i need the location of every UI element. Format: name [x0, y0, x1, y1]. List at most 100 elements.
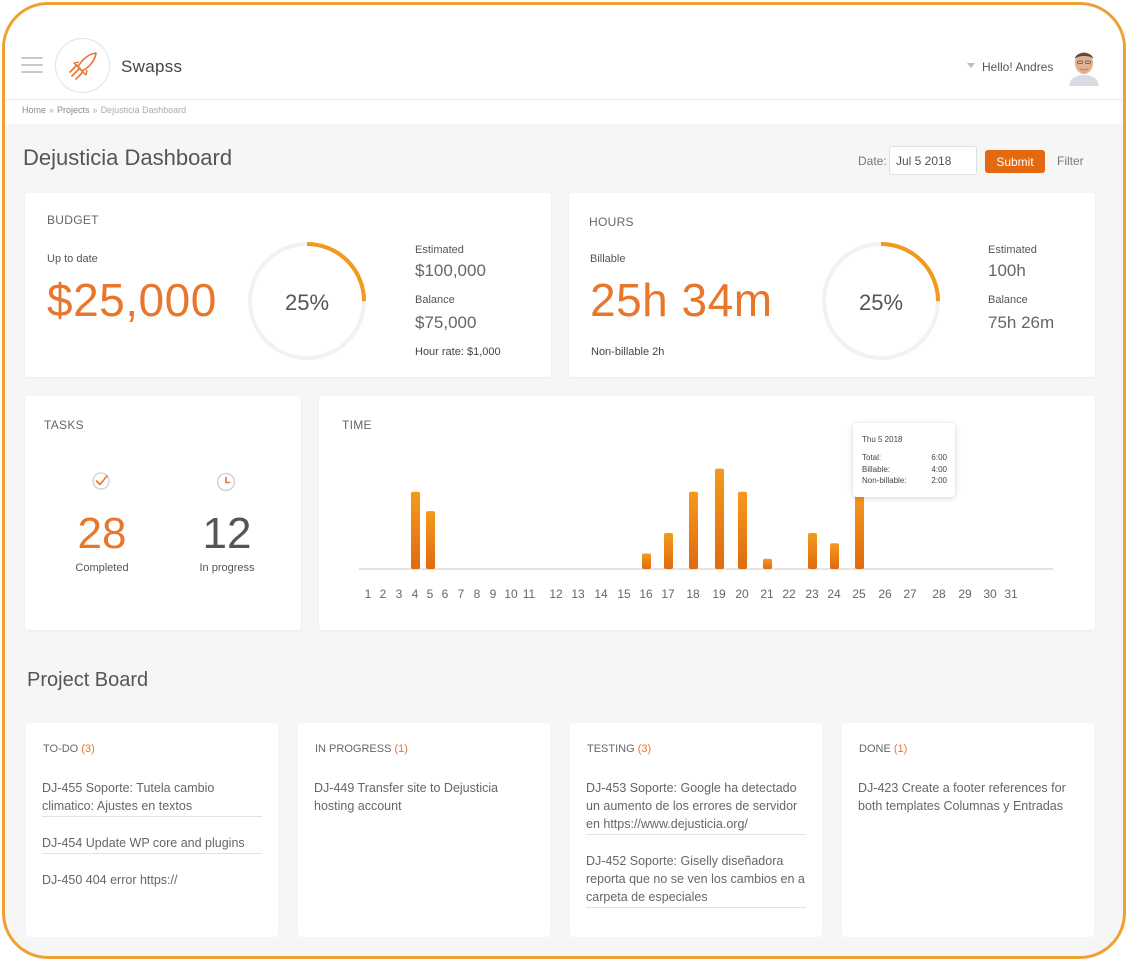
- submit-button[interactable]: Submit: [985, 150, 1045, 173]
- board-column-in-progress: IN PROGRESS (1) DJ-449 Transfer site to …: [298, 723, 550, 937]
- menu-icon[interactable]: [21, 57, 43, 73]
- chevron-down-icon[interactable]: [967, 63, 975, 68]
- filter-button[interactable]: Filter: [1057, 154, 1084, 168]
- chart-x-tick-14: 14: [594, 587, 608, 601]
- hours-card: [569, 193, 1095, 377]
- chart-bar-day-17[interactable]: [664, 532, 673, 569]
- chart-x-tick-12: 12: [549, 587, 563, 601]
- tooltip-row-billable: Billable: 4:00: [862, 465, 947, 474]
- chart-x-tick-25: 25: [852, 587, 866, 601]
- breadcrumb-bar: [5, 100, 1123, 124]
- hours-progress-text: 25%: [858, 290, 904, 315]
- task-card[interactable]: DJ-454 Update WP core and plugins: [42, 834, 262, 854]
- chart-bar-day-16[interactable]: [642, 553, 651, 569]
- tooltip-non-billable-label: Non-billable:: [862, 476, 907, 485]
- tooltip-billable-label: Billable:: [862, 465, 891, 474]
- chart-tooltip: Thu 5 2018 Total: 6:00 Billable: 4:00 Non-…: [853, 423, 955, 497]
- chart-x-tick-20: 20: [735, 587, 749, 601]
- board-column-todo: TO-DO (3) DJ-455 Soporte: Tutela cambio …: [26, 723, 278, 937]
- chart-x-tick-24: 24: [827, 587, 841, 601]
- chart-x-tick-31: 31: [1004, 587, 1018, 601]
- task-card[interactable]: DJ-450 404 error https://: [42, 873, 178, 887]
- hours-balance-value: 75h 26m: [988, 313, 1055, 332]
- hours-progress-ring: [822, 242, 940, 360]
- hours-billable-value: 25h 34m: [590, 274, 773, 326]
- chart-bar-day-4[interactable]: [411, 491, 420, 569]
- budget-up-to-date-value: $25,000: [47, 274, 217, 326]
- column-header: TESTING (3): [587, 743, 651, 755]
- tooltip-billable-value: 4:00: [931, 465, 947, 474]
- hours-balance-label: Balance: [988, 294, 1028, 306]
- chart-x-tick-28: 28: [932, 587, 946, 601]
- hour-rate: Hour rate: $1,000: [415, 346, 501, 358]
- chart-bar-day-18[interactable]: [689, 491, 698, 569]
- breadcrumb-home[interactable]: Home: [22, 105, 47, 115]
- task-card[interactable]: DJ-423 Create a footer references for bo…: [858, 781, 1066, 813]
- tasks-card: [25, 396, 301, 630]
- budget-balance-value: $75,000: [415, 313, 477, 332]
- tooltip-total-label: Total:: [862, 453, 882, 462]
- tasks-completed-label: Completed: [75, 562, 129, 574]
- chart-x-tick-10: 10: [504, 587, 518, 601]
- tasks-completed-value: 28: [77, 509, 127, 558]
- hours-non-billable: Non-billable 2h: [591, 346, 665, 358]
- column-count: (1): [394, 743, 408, 755]
- time-chart: 1 2 3 4 5 6 7 8 9 10 11 12 13 14 15 16 17 18 19 20 21 22 23 24 2…: [359, 468, 1053, 601]
- hours-estimated-value: 100h: [988, 261, 1026, 280]
- chart-x-tick-13: 13: [571, 587, 585, 601]
- time-card: [319, 396, 1095, 630]
- chart-x-tick-9: 9: [490, 587, 497, 601]
- chart-x-tick-2: 2: [380, 587, 387, 601]
- tooltip-row-total: Total: 6:00: [862, 453, 947, 462]
- chart-x-tick-19: 19: [712, 587, 726, 601]
- chart-bar-day-19[interactable]: [715, 468, 724, 569]
- budget-title: BUDGET: [47, 213, 99, 227]
- chart-x-tick-18: 18: [686, 587, 700, 601]
- chart-x-tick-15: 15: [617, 587, 631, 601]
- tasks-in-progress-value: 12: [202, 509, 252, 558]
- rocket-icon: [68, 51, 97, 80]
- user-greeting[interactable]: Hello! Andres: [982, 60, 1054, 74]
- chart-bar-day-20[interactable]: [738, 491, 747, 569]
- chart-x-tick-27: 27: [903, 587, 917, 601]
- task-card[interactable]: DJ-455 Soporte: Tutela cambio climatico:…: [42, 779, 262, 817]
- top-bar: [5, 5, 1123, 100]
- column-name: IN PROGRESS: [315, 743, 392, 755]
- chart-x-tick-21: 21: [760, 587, 774, 601]
- column-name: TO-DO: [43, 743, 79, 755]
- budget-estimated-value: $100,000: [415, 261, 486, 280]
- chart-bar-day-25[interactable]: [855, 491, 864, 569]
- chart-bar-day-5[interactable]: [426, 511, 435, 569]
- page-title: Dejusticia Dashboard: [23, 145, 233, 170]
- hours-title: HOURS: [589, 215, 634, 229]
- breadcrumb: Home» Projects» Dejusticia Dashboard: [22, 105, 187, 115]
- chart-bar-day-24[interactable]: [830, 543, 839, 569]
- breadcrumb-projects[interactable]: Projects: [57, 105, 90, 115]
- chart-x-tick-16: 16: [639, 587, 653, 601]
- task-card[interactable]: DJ-449 Transfer site to Dejusticia hosti…: [314, 781, 499, 813]
- time-title: TIME: [342, 418, 372, 432]
- hours-billable-label: Billable: [590, 253, 626, 265]
- chart-x-tick-5: 5: [427, 587, 434, 601]
- date-input[interactable]: [889, 146, 977, 175]
- chart-x-tick-3: 3: [396, 587, 403, 601]
- tasks-in-progress-label: In progress: [199, 562, 255, 574]
- hour-rate-value: $1,000: [466, 346, 501, 358]
- chart-x-tick-17: 17: [661, 587, 675, 601]
- task-card[interactable]: DJ-453 Soporte: Google ha detectado un a…: [586, 779, 806, 835]
- chart-x-tick-29: 29: [958, 587, 972, 601]
- task-card[interactable]: DJ-452 Soporte: Giselly diseñadora repor…: [586, 852, 806, 908]
- breadcrumb-current: Dejusticia Dashboard: [100, 105, 187, 115]
- budget-progress-ring: [248, 242, 366, 360]
- hour-rate-label: Hour rate:: [415, 346, 464, 358]
- avatar[interactable]: [1066, 46, 1102, 86]
- chart-x-tick-4: 4: [412, 587, 419, 601]
- chart-bar-day-23[interactable]: [808, 532, 817, 569]
- column-header: IN PROGRESS (1): [315, 743, 408, 755]
- column-name: DONE: [859, 743, 891, 755]
- chart-bar-day-21[interactable]: [763, 558, 772, 569]
- chart-x-tick-11: 11: [523, 587, 536, 601]
- app-logo[interactable]: [55, 38, 110, 93]
- board-column-testing: TESTING (3) DJ-453 Soporte: Google ha de…: [570, 723, 822, 937]
